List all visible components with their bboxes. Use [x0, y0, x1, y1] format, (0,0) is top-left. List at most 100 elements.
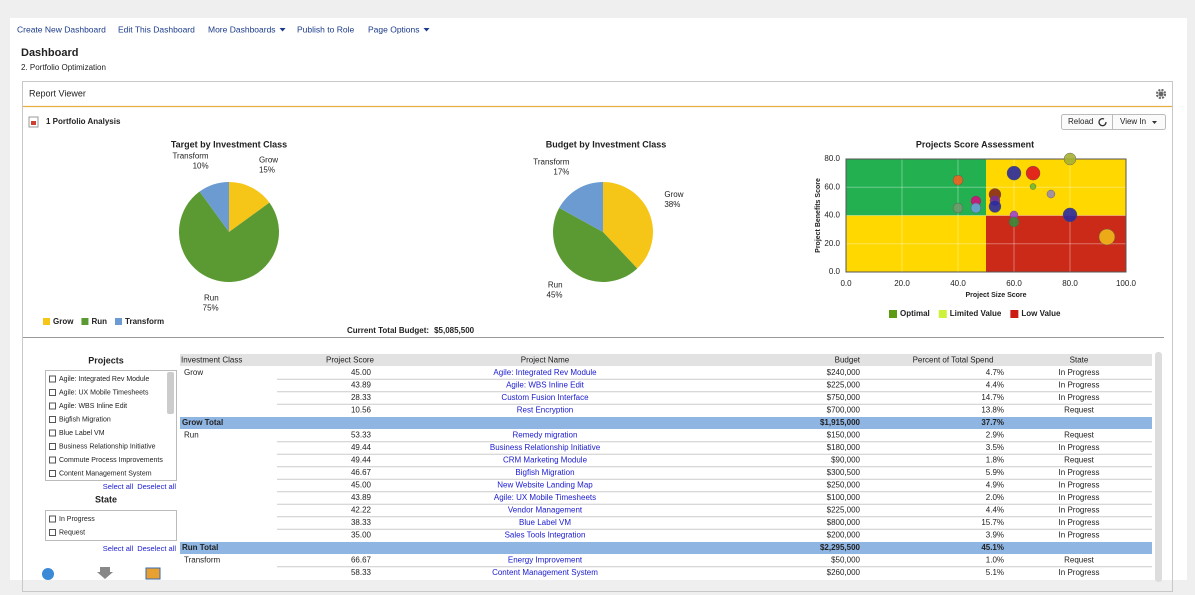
- column-header: State: [1070, 356, 1089, 365]
- group-name: Run: [184, 431, 199, 440]
- checkbox[interactable]: [50, 417, 56, 423]
- table-cell: Request: [1064, 556, 1095, 565]
- table-cell: In Progress: [1059, 518, 1100, 527]
- select-all-link[interactable]: Select all: [103, 482, 134, 491]
- table-cell: 4.9%: [986, 481, 1004, 490]
- table-cell: 14.7%: [981, 393, 1004, 402]
- project-link[interactable]: New Website Landing Map: [497, 481, 593, 490]
- table-cell: In Progress: [1059, 531, 1100, 540]
- table-cell: 4.4%: [986, 381, 1004, 390]
- project-link[interactable]: Vendor Management: [508, 506, 583, 515]
- table-cell: 49.44: [351, 456, 372, 465]
- reload-button[interactable]: Reload: [1068, 117, 1093, 126]
- project-link[interactable]: Business Relationship Initiative: [490, 443, 601, 452]
- legend-swatch: [43, 318, 50, 325]
- bubble: [1064, 153, 1076, 165]
- project-link[interactable]: Agile: Integrated Rev Module: [493, 368, 597, 377]
- table-cell: 53.33: [351, 431, 372, 440]
- table-cell: Request: [1064, 406, 1095, 415]
- table-cell: $150,000: [827, 431, 861, 440]
- legend-swatch: [1010, 310, 1018, 318]
- project-link[interactable]: Content Management System: [492, 568, 598, 577]
- table-scrollbar[interactable]: [1155, 352, 1162, 582]
- table-cell: $260,000: [827, 568, 861, 577]
- nav-link[interactable]: Page Options: [368, 24, 420, 34]
- nav-link[interactable]: Edit This Dashboard: [118, 24, 195, 34]
- project-link[interactable]: Bigfish Migration: [515, 468, 574, 477]
- table-cell: 66.67: [351, 556, 372, 565]
- checkbox[interactable]: [50, 403, 56, 409]
- checkbox[interactable]: [50, 430, 56, 436]
- budget-value: $5,085,500: [434, 326, 475, 335]
- legend-label: Low Value: [1021, 309, 1061, 318]
- chart-title: Target by Investment Class: [171, 139, 287, 149]
- table-cell: 3.9%: [986, 531, 1004, 540]
- project-link[interactable]: Custom Fusion Interface: [501, 393, 589, 402]
- nav-link[interactable]: Create New Dashboard: [17, 24, 106, 34]
- table-cell: 58.33: [351, 568, 372, 577]
- table-cell: $90,000: [831, 456, 860, 465]
- checkbox[interactable]: [50, 471, 56, 477]
- checkbox[interactable]: [50, 530, 56, 536]
- column-header: Budget: [835, 356, 861, 365]
- nav-link[interactable]: More Dashboards: [208, 24, 276, 34]
- project-link[interactable]: Sales Tools Integration: [505, 531, 586, 540]
- group-name: Transform: [184, 556, 220, 565]
- filter-option: Content Management System: [59, 470, 152, 477]
- pie-label-name: Run: [204, 293, 219, 302]
- x-tick-label: 100.0: [1116, 279, 1137, 288]
- report-title: 1 Portfolio Analysis: [46, 117, 121, 126]
- filter-option: In Progress: [59, 516, 95, 523]
- x-tick-label: 40.0: [950, 279, 966, 288]
- project-link[interactable]: Remedy migration: [513, 431, 578, 440]
- project-link[interactable]: Agile: UX Mobile Timesheets: [494, 493, 596, 502]
- project-link[interactable]: Agile: WBS Inline Edit: [506, 381, 585, 390]
- legend-swatch: [115, 318, 122, 325]
- table-cell: In Progress: [1059, 381, 1100, 390]
- list-scrollbar[interactable]: [167, 372, 174, 414]
- table-cell: 10.56: [351, 406, 372, 415]
- report-icon: [29, 117, 38, 127]
- bubble: [1030, 184, 1036, 190]
- deselect-all-link[interactable]: Deselect all: [137, 544, 176, 553]
- checkbox[interactable]: [50, 376, 56, 382]
- checkbox[interactable]: [50, 516, 56, 522]
- table-cell: 3.5%: [986, 443, 1004, 452]
- table-cell: $700,000: [827, 406, 861, 415]
- bubble: [953, 175, 963, 185]
- pie-label-name: Grow: [259, 155, 278, 164]
- nav-link[interactable]: Publish to Role: [297, 24, 354, 34]
- project-link[interactable]: CRM Marketing Module: [503, 456, 588, 465]
- folder-icon[interactable]: [146, 568, 160, 579]
- project-link[interactable]: Rest Encryption: [517, 406, 573, 415]
- table-cell: In Progress: [1059, 368, 1100, 377]
- table-cell: Request: [1064, 431, 1095, 440]
- pie-label-name: Run: [548, 280, 563, 289]
- table-cell: 45.00: [351, 481, 372, 490]
- table-cell: 5.9%: [986, 468, 1004, 477]
- pie-label-value: 38%: [664, 200, 680, 209]
- y-axis-label: Project Benefits Score: [815, 178, 822, 253]
- y-tick-label: 80.0: [824, 154, 840, 163]
- checkbox[interactable]: [50, 444, 56, 450]
- project-link[interactable]: Blue Label VM: [519, 518, 571, 527]
- bubble: [1009, 217, 1019, 227]
- project-link[interactable]: Energy Improvement: [508, 556, 583, 565]
- checkbox[interactable]: [50, 457, 56, 463]
- refresh-icon[interactable]: [42, 568, 54, 580]
- deselect-all-link[interactable]: Deselect all: [137, 482, 176, 491]
- table-cell: In Progress: [1059, 468, 1100, 477]
- group-name: Grow: [184, 368, 203, 377]
- bubble: [953, 203, 963, 213]
- view-in-button[interactable]: View In: [1120, 117, 1146, 126]
- checkbox[interactable]: [50, 390, 56, 396]
- x-tick-label: 80.0: [1062, 279, 1078, 288]
- table-cell: 15.7%: [981, 518, 1004, 527]
- bubble: [1063, 208, 1077, 222]
- pie-label-value: 17%: [553, 167, 569, 176]
- legend-swatch: [889, 310, 897, 318]
- table-cell: 2.9%: [986, 431, 1004, 440]
- report-icon-mark: [31, 121, 36, 125]
- select-all-link[interactable]: Select all: [103, 544, 134, 553]
- x-tick-label: 0.0: [840, 279, 852, 288]
